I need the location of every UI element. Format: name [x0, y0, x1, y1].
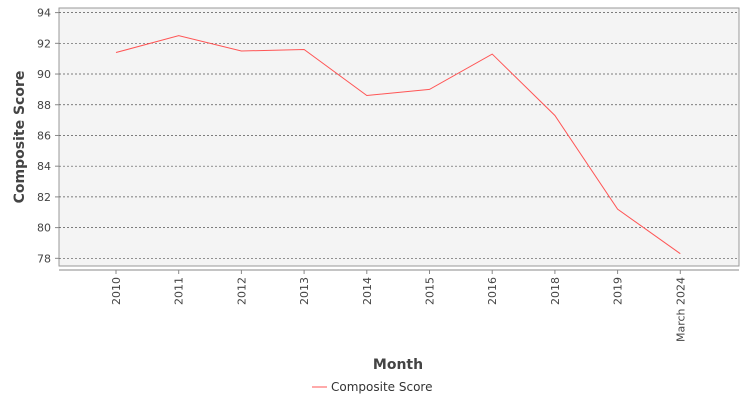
y-tick-label: 90: [37, 68, 51, 81]
series-layer: [115, 35, 681, 255]
x-tick-label: 2011: [173, 277, 186, 305]
x-tick-label: 2010: [110, 277, 123, 305]
series-line: [115, 35, 681, 255]
x-tick-label: 2018: [549, 277, 562, 305]
x-tick-label: 2012: [235, 277, 248, 305]
x-tick-label: 2016: [486, 277, 499, 305]
y-axis: 78 80 82 84 86 88 90 92 94: [37, 7, 59, 265]
y-tick-label: 94: [37, 7, 51, 20]
x-tick-label: 2015: [424, 277, 437, 305]
x-tick-label: 2013: [298, 277, 311, 305]
x-axis-title: Month: [373, 357, 423, 373]
y-tick-label: 80: [37, 222, 51, 235]
y-tick-label: 88: [37, 99, 51, 112]
x-tick-label: March 2024: [674, 277, 687, 342]
x-tick-label: 2019: [612, 277, 625, 305]
plot-area: [58, 7, 740, 267]
y-tick-label: 84: [37, 160, 51, 173]
y-axis-title: Composite Score: [12, 71, 28, 204]
legend: Composite Score: [312, 380, 432, 394]
y-tick-label: 92: [37, 37, 51, 50]
legend-label: Composite Score: [331, 380, 432, 394]
y-tick-label: 78: [37, 252, 51, 265]
y-tick-label: 86: [37, 129, 51, 142]
grid-lines: [59, 12, 739, 259]
x-axis: 2010 2011 2012 2013 2014 2015 2016 2018 2019 Marc…: [59, 269, 739, 342]
x-tick-label: 2014: [361, 277, 374, 305]
y-tick-label: 82: [37, 191, 51, 204]
